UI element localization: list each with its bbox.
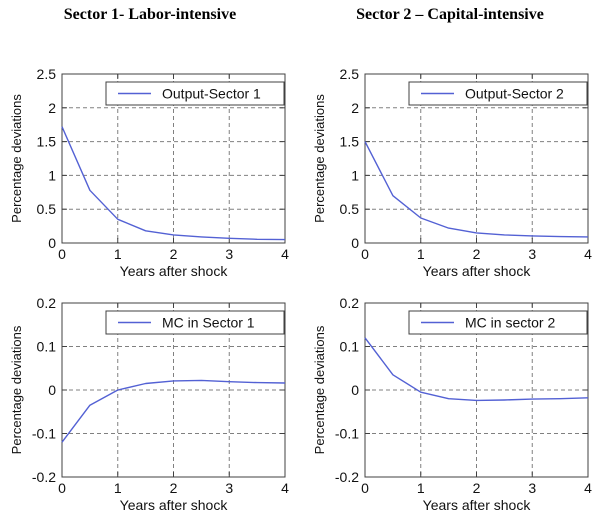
x-tick-label: 0: [361, 246, 369, 262]
y-tick-label: 1: [48, 167, 56, 183]
plot-output-sector-2: Output-Sector 2 0 1 2 3 4 0 0.5 1 1.5 2 2.5 Years af…: [312, 66, 592, 279]
y-tick-label: 0: [351, 235, 359, 251]
y-tick-label: 0.2: [340, 295, 360, 311]
y-tick-label: -0.2: [32, 469, 56, 485]
plot-mc-sector-2: MC in sector 2 0 1 2 3 4 -0.2 -0.1 0 0.1 0.2 Years …: [312, 295, 592, 513]
y-tick-label: -0.1: [335, 426, 359, 442]
x-tick-label: 2: [170, 246, 178, 262]
column-title-sector-1: Sector 1- Labor-intensive: [63, 6, 237, 23]
y-tick-label: 2.5: [37, 66, 57, 82]
x-tick-label: 3: [528, 480, 536, 496]
y-axis-label: Percentage deviations: [312, 94, 327, 223]
x-tick-label: 0: [58, 246, 66, 262]
legend: Output-Sector 1: [105, 81, 285, 106]
y-tick-label: 0.1: [340, 339, 360, 355]
y-tick-label: 0.5: [37, 201, 57, 217]
legend-label: Output-Sector 1: [162, 86, 261, 102]
x-tick-label: 3: [225, 246, 233, 262]
legend-label: Output-Sector 2: [465, 86, 564, 102]
y-tick-label: -0.1: [32, 426, 56, 442]
x-tick-label: 1: [417, 480, 425, 496]
y-tick-label: 1: [351, 167, 359, 183]
x-tick-label: 2: [473, 246, 481, 262]
y-tick-label: 2.5: [340, 66, 360, 82]
x-axis-label: Years after shock: [120, 497, 229, 513]
x-tick-label: 4: [281, 246, 289, 262]
y-tick-label: 0.5: [340, 201, 360, 217]
x-axis-label: Years after shock: [423, 497, 532, 513]
plot-mc-sector-1: MC in Sector 1 0 1 2 3 4 -0.2 -0.1 0 0.1 0.2 Years …: [9, 295, 289, 513]
x-tick-label: 0: [58, 480, 66, 496]
x-tick-label: 0: [361, 480, 369, 496]
y-axis-label: Percentage deviations: [9, 94, 24, 223]
x-tick-label: 2: [170, 480, 178, 496]
y-axis-label: Percentage deviations: [312, 325, 327, 454]
x-tick-label: 4: [584, 246, 592, 262]
x-tick-label: 2: [473, 480, 481, 496]
series-line: [61, 379, 286, 443]
legend: MC in sector 2: [408, 310, 588, 335]
legend-box: [408, 81, 588, 106]
legend-label: MC in sector 2: [465, 315, 555, 331]
x-tick-label: 1: [114, 480, 122, 496]
y-tick-label: 0: [48, 235, 56, 251]
x-axis-label: Years after shock: [120, 263, 229, 279]
plot-output-sector-1: Output-Sector 1 0 1 2 3 4 0 0.5 1 1.5 2 2.5 Years af…: [9, 66, 289, 279]
y-tick-label: 1.5: [37, 134, 57, 150]
x-tick-label: 1: [114, 246, 122, 262]
y-tick-label: 2: [351, 100, 359, 116]
y-tick-label: -0.2: [335, 469, 359, 485]
series-line: [61, 126, 286, 241]
series-line: [364, 337, 589, 402]
y-tick-label: 1.5: [340, 134, 360, 150]
legend: Output-Sector 2: [408, 81, 588, 106]
series-line: [364, 141, 589, 238]
y-tick-label: 0.1: [37, 339, 57, 355]
x-tick-label: 3: [225, 480, 233, 496]
legend-box: [408, 310, 588, 335]
y-tick-label: 0.2: [37, 295, 57, 311]
legend-box: [105, 81, 285, 106]
x-tick-label: 3: [528, 246, 536, 262]
y-tick-label: 0: [48, 382, 56, 398]
y-tick-label: 2: [48, 100, 56, 116]
y-tick-label: 0: [351, 382, 359, 398]
legend-box: [105, 310, 285, 335]
column-title-sector-2: Sector 2 – Capital-intensive: [356, 6, 544, 23]
x-axis-label: Years after shock: [423, 263, 532, 279]
legend: MC in Sector 1: [105, 310, 285, 335]
y-axis-label: Percentage deviations: [9, 325, 24, 454]
legend-label: MC in Sector 1: [162, 315, 255, 331]
x-tick-label: 4: [281, 480, 289, 496]
x-tick-label: 1: [417, 246, 425, 262]
x-tick-label: 4: [584, 480, 592, 496]
